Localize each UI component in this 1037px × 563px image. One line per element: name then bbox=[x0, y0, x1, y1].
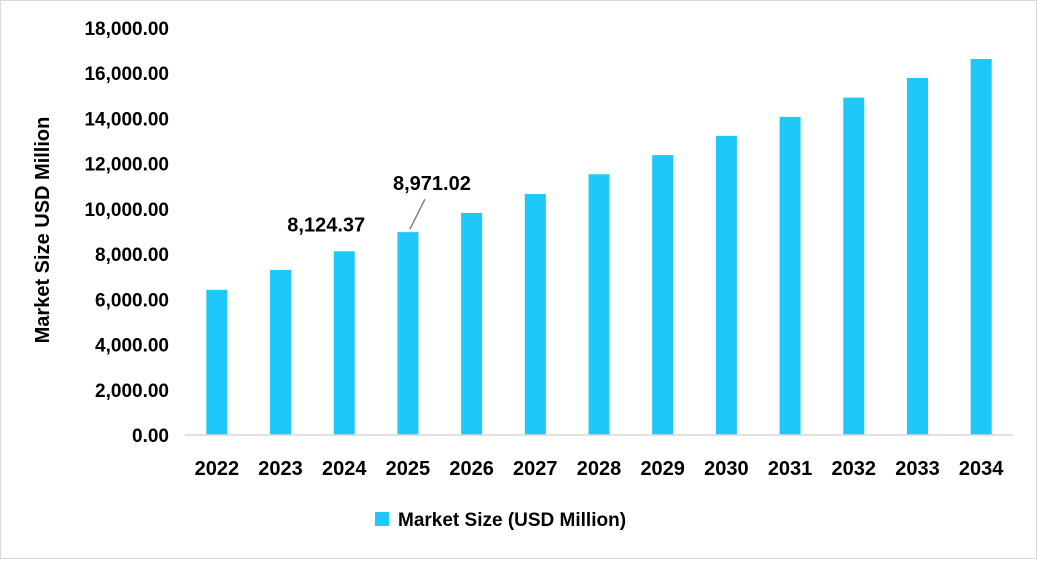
y-tick-label: 16,000.00 bbox=[84, 64, 169, 85]
bar-2034 bbox=[970, 58, 992, 435]
bar-2033 bbox=[906, 77, 928, 436]
x-tick-label: 2023 bbox=[258, 458, 303, 480]
x-tick-label: 2026 bbox=[449, 458, 494, 480]
y-axis-label: Market Size USD Million bbox=[32, 117, 54, 344]
x-tick-label: 2031 bbox=[768, 458, 813, 480]
x-tick-label: 2022 bbox=[195, 458, 240, 480]
leader-line-2025 bbox=[409, 198, 426, 230]
y-tick-label: 2,000.00 bbox=[95, 381, 169, 402]
y-tick-label: 0.00 bbox=[132, 426, 169, 447]
bar-2023 bbox=[270, 269, 292, 435]
bar-2029 bbox=[652, 155, 674, 435]
x-tick-label: 2025 bbox=[386, 458, 431, 480]
legend-swatch bbox=[375, 512, 389, 526]
bar-2028 bbox=[588, 174, 610, 435]
bar-2032 bbox=[843, 97, 865, 436]
bar-2026 bbox=[461, 212, 483, 435]
legend: Market Size (USD Million) bbox=[375, 510, 626, 531]
legend-label: Market Size (USD Million) bbox=[398, 510, 626, 531]
data-label-2025: 8,971.02 bbox=[393, 173, 471, 195]
x-tick-label: 2027 bbox=[513, 458, 558, 480]
x-tick-label: 2032 bbox=[832, 458, 877, 480]
bar-2031 bbox=[779, 116, 801, 435]
x-tick-label: 2029 bbox=[640, 458, 685, 480]
bar-2030 bbox=[715, 135, 737, 436]
y-tick-label: 4,000.00 bbox=[95, 336, 169, 357]
y-tick-label: 18,000.00 bbox=[84, 19, 169, 40]
bar-2022 bbox=[206, 289, 228, 435]
y-axis-ticks: 0.00 2,000.00 4,000.00 6,000.00 8,000.00 10,0… bbox=[84, 19, 169, 447]
y-tick-label: 14,000.00 bbox=[84, 109, 169, 130]
x-tick-label: 2030 bbox=[704, 458, 749, 480]
data-label-2024: 8,124.37 bbox=[287, 214, 365, 236]
bar-series bbox=[206, 58, 992, 436]
x-tick-label: 2024 bbox=[322, 458, 367, 480]
y-tick-label: 6,000.00 bbox=[95, 290, 169, 311]
x-tick-label: 2028 bbox=[577, 458, 622, 480]
bar-2025 bbox=[397, 232, 419, 435]
y-tick-label: 12,000.00 bbox=[84, 155, 169, 176]
x-tick-label: 2033 bbox=[895, 458, 940, 480]
y-tick-label: 8,000.00 bbox=[95, 245, 169, 266]
x-tick-label: 2034 bbox=[959, 458, 1004, 480]
y-tick-label: 10,000.00 bbox=[84, 200, 169, 221]
bar-2024 bbox=[333, 251, 355, 435]
data-labels: 8,124.37 8,971.02 bbox=[287, 173, 471, 236]
bar-2027 bbox=[524, 193, 546, 435]
x-axis-ticks: 2022 2023 2024 2025 2026 2027 2028 2029 2030 2031… bbox=[195, 458, 1005, 480]
